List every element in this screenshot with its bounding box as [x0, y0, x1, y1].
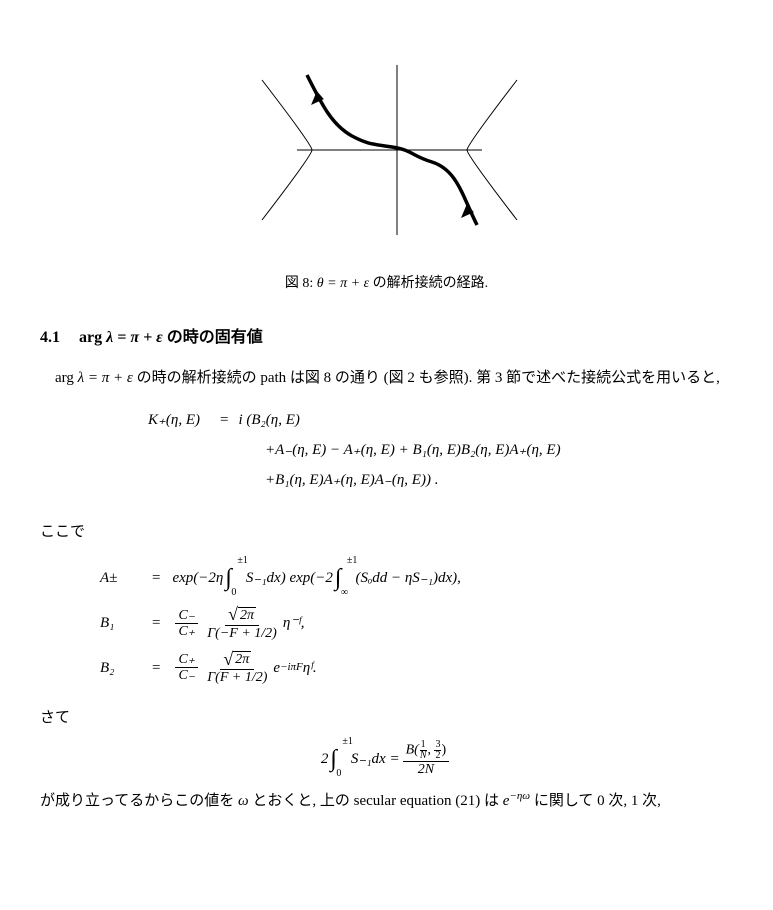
- eq-B1-f2n: √2π: [225, 605, 259, 626]
- eq-omega-comma: ,: [427, 743, 434, 758]
- eq-A-lhs: A±: [100, 566, 140, 590]
- p2-part3: に関して 0 次, 1 次,: [530, 793, 661, 809]
- eq-B2-f2d: Γ(F + 1/2): [204, 670, 270, 685]
- p2-part2: とおくと, 上の secular equation (21) は: [249, 793, 503, 809]
- eq-A-rhs: exp(−2η ∫ ±1 0 S₋₁dx) exp(−2 ∫ ±1 ∞ (Sₒd…: [172, 559, 460, 597]
- kokode: ここで: [40, 520, 733, 544]
- eq-B2-esup: −iπF: [280, 659, 303, 677]
- figure-8: 図 8: θ = π + ε の解析接続の経路.: [40, 50, 733, 295]
- eq-omega-int: ∫ ±1 0: [328, 740, 339, 778]
- eq-omega-frac: B(1N, 32) 2N: [403, 740, 450, 777]
- eq-A-int2-top: ±1: [347, 553, 358, 569]
- paragraph-2: が成り立ってるからこの値を ω とおくと, 上の secular equatio…: [40, 788, 733, 813]
- eq-omega-den: 2N: [415, 762, 437, 777]
- sate: さて: [40, 706, 733, 730]
- eq-B1-frac1: C₋ C₊: [175, 608, 198, 640]
- eq-equals: =: [210, 405, 238, 435]
- eq-A-int2: ∫ ±1 ∞: [333, 559, 344, 597]
- eq-omega-int-top: ±1: [342, 734, 353, 750]
- eq-A-row: A± = exp(−2η ∫ ±1 0 S₋₁dx) exp(−2 ∫ ±1 ∞…: [100, 559, 733, 597]
- eq-omega-num: B(1N, 32): [403, 740, 450, 762]
- section-number: 4.1: [40, 329, 60, 346]
- p1-part1: arg: [55, 370, 78, 386]
- eq-A-t3: (Sₒdd − ηS₋₁)dx),: [355, 566, 460, 590]
- figure-8-svg: [217, 50, 557, 250]
- eq-K-line2: +A₋(η, E) − A₊(η, E) + B₁(η, E)B₂(η, E)A…: [120, 435, 733, 465]
- eq-B2-f1d: C₋: [175, 668, 198, 683]
- equation-omega: 2 ∫ ±1 0 S₋₁dx = B(1N, 32) 2N: [40, 740, 733, 778]
- eq-B1-sqrt: 2π: [238, 607, 256, 623]
- p2-part1: が成り立ってるからこの値を: [40, 793, 238, 809]
- eq-A-int2-bot: ∞: [341, 585, 348, 601]
- caption-prefix: 図 8:: [285, 276, 317, 291]
- eq-B1-frac2: √2π Γ(−F + 1/2): [204, 605, 280, 641]
- eq-B1-f1n: C₋: [175, 608, 198, 624]
- eq-omega-coeff: 2: [321, 747, 329, 771]
- eq-K-line3: +B₁(η, E)A₊(η, E)A₋(η, E)) .: [120, 465, 733, 495]
- eq-B2-frac1: C₊ C₋: [175, 652, 198, 684]
- eq-A-int1-bot: 0: [231, 585, 236, 601]
- eq-B1-f2d: Γ(−F + 1/2): [204, 626, 280, 641]
- section-heading: 4.1 arg λ = π + ε の時の固有値: [40, 325, 733, 351]
- p1-part2: の時の解析接続の path は図 8 の通り (図 2 も参照). 第 3 節で…: [133, 370, 720, 386]
- eq-A-t2: S₋₁dx) exp(−2: [246, 566, 333, 590]
- eq-B1-lhs: B₁: [100, 611, 140, 635]
- eq-B2-e: e: [273, 656, 280, 680]
- eq-A-t1: exp(−2η: [172, 566, 223, 590]
- eq-B2-eta: ηᶠ.: [303, 656, 317, 680]
- eq-B1-tail: η⁻ᶠ,: [283, 611, 305, 635]
- eq-B2-rhs: C₊ C₋ √2π Γ(F + 1/2) e−iπFηᶠ.: [172, 650, 316, 686]
- caption-math: θ = π + ε: [317, 276, 369, 291]
- eq-A-int1: ∫ ±1 0: [223, 559, 234, 597]
- equation-K: K₊(η, E) = i (B₂(η, E) +A₋(η, E) − A₊(η,…: [120, 405, 733, 495]
- eq-omega-close: ): [441, 743, 446, 758]
- eq-B1-f1d: C₊: [175, 624, 198, 639]
- p1-math1: λ = π + ε: [78, 370, 133, 386]
- eq-B2-lhs: B₂: [100, 656, 140, 680]
- eq-B2-row: B₂ = C₊ C₋ √2π Γ(F + 1/2) e−iπFηᶠ.: [100, 650, 733, 686]
- equation-AB: A± = exp(−2η ∫ ±1 0 S₋₁dx) exp(−2 ∫ ±1 ∞…: [100, 559, 733, 686]
- eq-B2-sqrt: 2π: [233, 651, 251, 667]
- heading-math: λ = π + ε: [106, 329, 163, 346]
- eq-K-line1: K₊(η, E) = i (B₂(η, E): [120, 405, 733, 435]
- caption-suffix: の解析接続の経路.: [369, 276, 488, 291]
- paragraph-1: arg λ = π + ε の時の解析接続の path は図 8 の通り (図 …: [40, 366, 733, 390]
- eq-B2-frac2: √2π Γ(F + 1/2): [204, 650, 270, 686]
- eq-K-lhs: K₊(η, E): [120, 405, 210, 435]
- eq-A-equals: =: [140, 566, 172, 590]
- eq-K-rhs1: i (B₂(η, E): [238, 405, 299, 435]
- figure-caption: 図 8: θ = π + ε の解析接続の経路.: [40, 273, 733, 295]
- eq-omega-B: B(: [406, 743, 419, 758]
- p2-math1: ω: [238, 793, 249, 809]
- heading-suffix: の時の固有値: [163, 329, 263, 346]
- eq-B1-equals: =: [140, 611, 172, 635]
- eq-omega-int-bot: 0: [336, 766, 341, 782]
- eq-B1-rhs: C₋ C₊ √2π Γ(−F + 1/2) η⁻ᶠ,: [172, 605, 304, 641]
- eq-omega-inner: 2 ∫ ±1 0 S₋₁dx = B(1N, 32) 2N: [321, 740, 452, 778]
- heading-prefix: arg: [79, 329, 106, 346]
- p2-m2s: −ηω: [509, 790, 530, 802]
- eq-B2-f1n: C₊: [175, 652, 198, 668]
- eq-B1-row: B₁ = C₋ C₊ √2π Γ(−F + 1/2) η⁻ᶠ,: [100, 605, 733, 641]
- eq-B2-f2n: √2π: [220, 650, 254, 671]
- eq-omega-integrand: S₋₁dx =: [351, 747, 400, 771]
- eq-A-int1-top: ±1: [237, 553, 248, 569]
- eq-B2-equals: =: [140, 656, 172, 680]
